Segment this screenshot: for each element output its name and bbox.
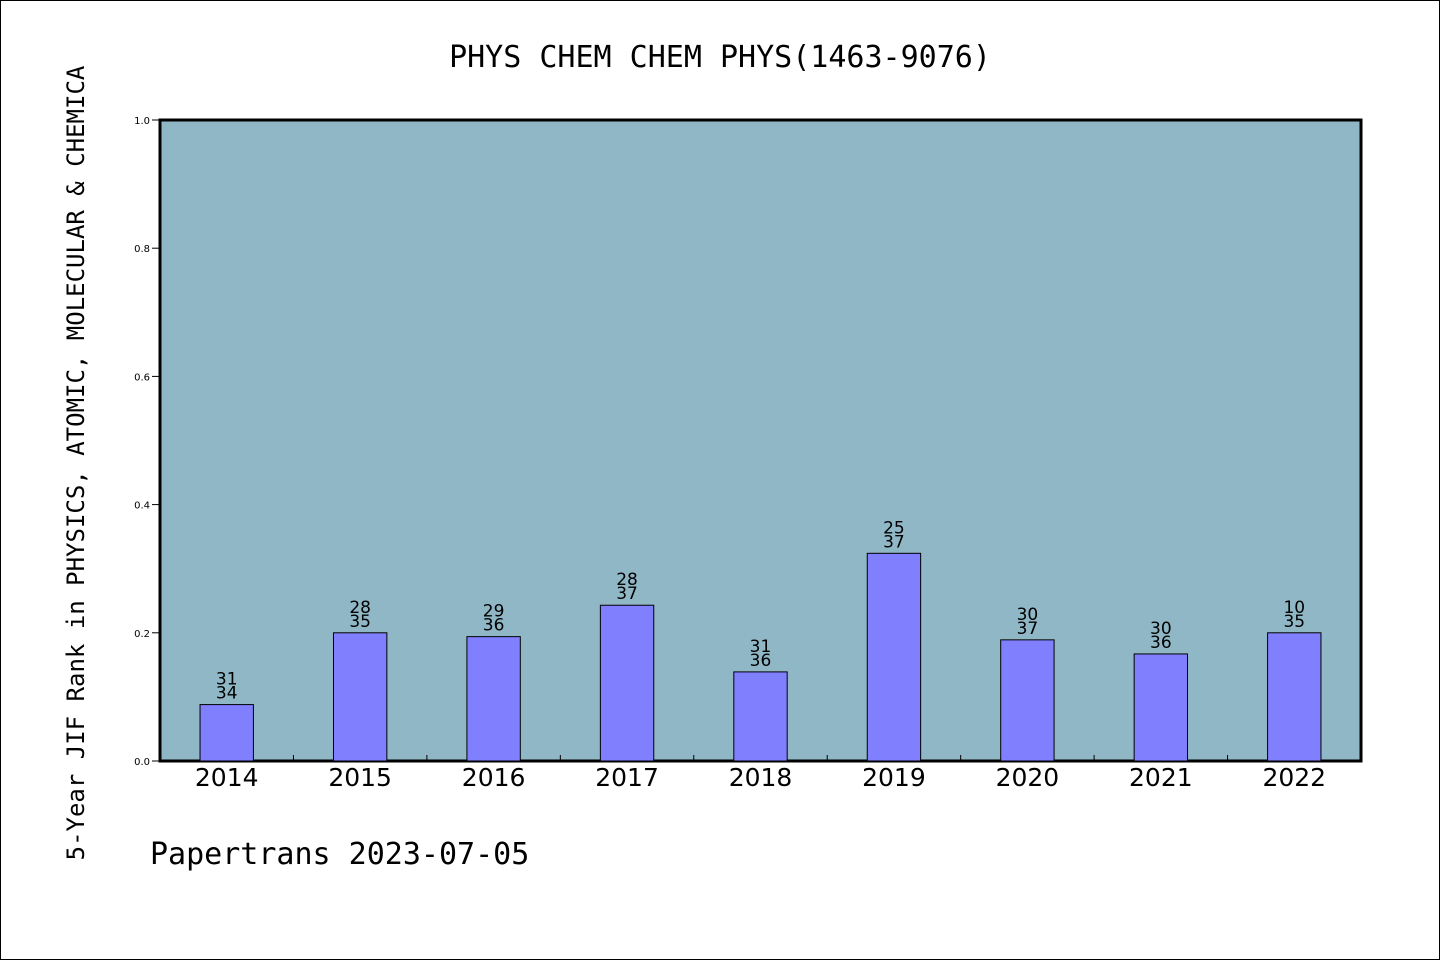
x-tick-label: 2019 <box>862 763 926 792</box>
y-axis-label: 5-Year JIF Rank in PHYSICS, ATOMIC, MOLE… <box>62 65 90 860</box>
bar-2022 <box>1267 632 1322 762</box>
bar-rank-label: 30 <box>1017 605 1039 625</box>
bar-total-label: 34 <box>216 684 238 704</box>
x-tick-label: 2021 <box>1129 763 1193 792</box>
bar-2015 <box>332 632 388 762</box>
y-tick-label: 0.2 <box>134 629 150 640</box>
bar-total-label: 36 <box>483 616 505 636</box>
x-tick-label: 2020 <box>996 763 1060 792</box>
y-tick-label: 0.0 <box>134 757 150 768</box>
bar-total-label: 36 <box>750 651 772 671</box>
bar-rank-label: 28 <box>616 570 638 590</box>
bar-rank-label: 29 <box>483 602 505 622</box>
x-tick-label: 2022 <box>1262 763 1326 792</box>
bar-total-label: 35 <box>1283 612 1305 632</box>
bar-total-label: 37 <box>616 584 638 604</box>
x-tick-label: 2017 <box>595 763 659 792</box>
bar-2014 <box>199 704 254 762</box>
bar-2020 <box>1000 639 1055 762</box>
x-tick-label: 2015 <box>328 763 392 792</box>
bar-rank-label: 10 <box>1283 598 1305 618</box>
y-tick-label: 1.0 <box>134 116 150 127</box>
x-tick-label: 2014 <box>195 763 259 792</box>
bar-2017 <box>599 604 655 762</box>
y-tick-label: 0.4 <box>134 501 150 512</box>
bar-2016 <box>466 636 521 762</box>
bar-rank-label: 28 <box>349 598 371 618</box>
bar-rank-label: 25 <box>883 518 905 538</box>
y-tick-label: 0.6 <box>134 372 150 383</box>
bar-total-label: 37 <box>883 532 905 552</box>
bar-total-label: 37 <box>1017 619 1039 639</box>
y-axis-ticks: 0.0 0.2 0.4 0.6 0.8 1.0 <box>134 116 160 768</box>
x-tick-label: 2018 <box>729 763 793 792</box>
footer-credit: Papertrans 2023-07-05 <box>150 837 529 872</box>
x-tick-label: 2016 <box>462 763 526 792</box>
x-axis-ticks: 2014 2015 2016 2017 2018 2019 2020 2021 2022 <box>195 755 1326 792</box>
y-tick-label: 0.8 <box>134 244 150 255</box>
bar-rank-label: 30 <box>1150 619 1172 639</box>
chart-title: PHYS CHEM CHEM PHYS(1463-9076) <box>449 40 991 75</box>
bar-rank-label: 31 <box>750 637 772 657</box>
bar-total-label: 35 <box>349 612 371 632</box>
bar-2018 <box>733 671 788 762</box>
bar-total-label: 36 <box>1150 633 1172 653</box>
bar-rank-label: 31 <box>216 670 238 690</box>
bar-2019 <box>866 552 922 762</box>
bar-2021 <box>1133 653 1189 762</box>
